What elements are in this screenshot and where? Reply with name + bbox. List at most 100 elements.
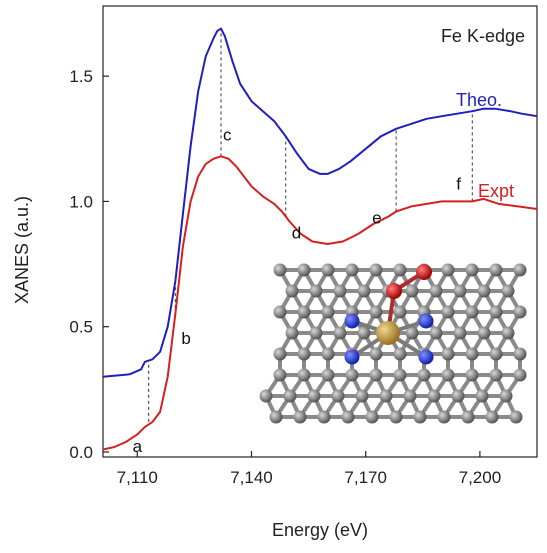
- inset-carbon-atom: [405, 326, 419, 340]
- inset-carbon-atom: [485, 410, 499, 424]
- inset-carbon-atom: [309, 326, 323, 340]
- inset-carbon-atom: [369, 347, 383, 361]
- inset-carbon-atom: [403, 389, 417, 403]
- inset-carbon-atom: [427, 389, 441, 403]
- marker-label-b: b: [181, 329, 190, 348]
- inset-carbon-atom: [357, 326, 371, 340]
- inset-carbon-atom: [345, 368, 359, 382]
- series-line-theo: [102, 27, 538, 378]
- inset-carbon-atom: [489, 368, 503, 382]
- inset-carbon-atom: [429, 326, 443, 340]
- inset-carbon-atom: [441, 347, 455, 361]
- series-line-expt: [102, 155, 538, 451]
- inset-carbon-atom: [489, 305, 503, 319]
- inset-carbon-atom: [393, 305, 407, 319]
- inset-carbon-atom: [345, 263, 359, 277]
- inset-carbon-atom: [393, 347, 407, 361]
- marker-label-f: f: [456, 174, 461, 193]
- inset-carbon-atom: [513, 368, 527, 382]
- marker-labels: a b c d e f: [133, 125, 462, 456]
- inset-iron-atom: [376, 321, 400, 345]
- inset-carbon-atom: [321, 368, 335, 382]
- inset-carbon-atom: [331, 389, 345, 403]
- marker-label-c: c: [223, 125, 232, 144]
- inset-carbon-atom: [451, 389, 465, 403]
- inset-carbon-atom: [379, 389, 393, 403]
- inset-carbon-atom: [273, 368, 287, 382]
- panel-title: Fe K-edge: [441, 26, 525, 46]
- inset-carbon-atom: [297, 305, 311, 319]
- plot-frame: [102, 5, 538, 458]
- inset-carbon-atom: [307, 389, 321, 403]
- inset-carbon-atom: [513, 347, 527, 361]
- inset-carbon-atom: [441, 263, 455, 277]
- inset-carbon-atom: [297, 263, 311, 277]
- inset-carbon-atom: [321, 347, 335, 361]
- marker-lines: [148, 28, 473, 422]
- inset-carbon-atom: [417, 368, 431, 382]
- inset-carbon-atom: [309, 284, 323, 298]
- inset-carbon-atom: [273, 305, 287, 319]
- inset-carbon-atom: [369, 263, 383, 277]
- inset-carbon-atom: [355, 389, 369, 403]
- inset-carbon-atom: [477, 284, 491, 298]
- inset-carbon-atom: [273, 347, 287, 361]
- marker-label-a: a: [133, 437, 143, 456]
- inset-carbon-atom: [333, 284, 347, 298]
- inset-carbon-atom: [453, 284, 467, 298]
- inset-carbon-atom: [259, 389, 273, 403]
- legend-theo: Theo.: [456, 90, 502, 110]
- y-tick-label-1: 0.5: [69, 318, 93, 337]
- inset-carbon-atom: [393, 368, 407, 382]
- x-axis-title: Energy (eV): [272, 520, 368, 540]
- inset-carbon-atom: [297, 347, 311, 361]
- inset-carbon-atom: [437, 410, 451, 424]
- inset-carbon-atom: [413, 410, 427, 424]
- series-lines: [102, 27, 538, 451]
- inset-carbon-atom: [365, 410, 379, 424]
- inset-carbon-atom: [489, 263, 503, 277]
- y-tick-label-2: 1.0: [69, 192, 93, 211]
- inset-carbon-atom: [465, 305, 479, 319]
- inset-carbon-atom: [357, 284, 371, 298]
- x-tick-label-1: 7,140: [230, 468, 273, 487]
- inset-nitrogen-atom: [344, 313, 360, 329]
- inset-carbon-atom: [285, 284, 299, 298]
- inset-carbon-atom: [333, 326, 347, 340]
- inset-carbon-atom: [489, 347, 503, 361]
- x-tick-label-2: 7,170: [344, 468, 387, 487]
- inset-carbon-atom: [477, 326, 491, 340]
- inset-carbon-atom: [509, 410, 523, 424]
- axis-ticks: 7,110 7,140 7,170 7,200 0.0 0.5 1.0 1.5: [69, 67, 501, 487]
- inset-carbon-atom: [453, 326, 467, 340]
- inset-carbon-atom: [441, 368, 455, 382]
- inset-carbon-atom: [499, 389, 513, 403]
- inset-oxygen-atom: [416, 264, 432, 280]
- inset-carbon-atom: [369, 368, 383, 382]
- inset-carbon-atom: [285, 326, 299, 340]
- inset-carbon-atom: [465, 347, 479, 361]
- inset-carbon-atom: [273, 263, 287, 277]
- inset-carbon-atom: [321, 263, 335, 277]
- inset-carbon-atom: [389, 410, 403, 424]
- inset-carbon-atom: [475, 389, 489, 403]
- inset-carbon-atom: [269, 410, 283, 424]
- inset-carbon-atom: [297, 368, 311, 382]
- inset-carbon-atom: [513, 305, 527, 319]
- fe-n4-structure-illustration: [259, 263, 527, 424]
- inset-nitrogen-atom: [344, 349, 360, 365]
- inset-nitrogen-atom: [418, 349, 434, 365]
- inset-carbon-atom: [501, 284, 515, 298]
- inset-carbon-atom: [405, 284, 419, 298]
- y-tick-label-0: 0.0: [69, 443, 93, 462]
- inset-carbon-atom: [293, 410, 307, 424]
- inset-carbon-atom: [369, 305, 383, 319]
- inset-carbon-atom: [429, 284, 443, 298]
- inset-carbon-atom: [393, 263, 407, 277]
- x-tick-label-3: 7,200: [459, 468, 502, 487]
- y-axis-title: XANES (a.u.): [12, 196, 32, 304]
- inset-carbon-atom: [317, 410, 331, 424]
- y-tick-label-3: 1.5: [69, 67, 93, 86]
- marker-label-e: e: [372, 208, 381, 227]
